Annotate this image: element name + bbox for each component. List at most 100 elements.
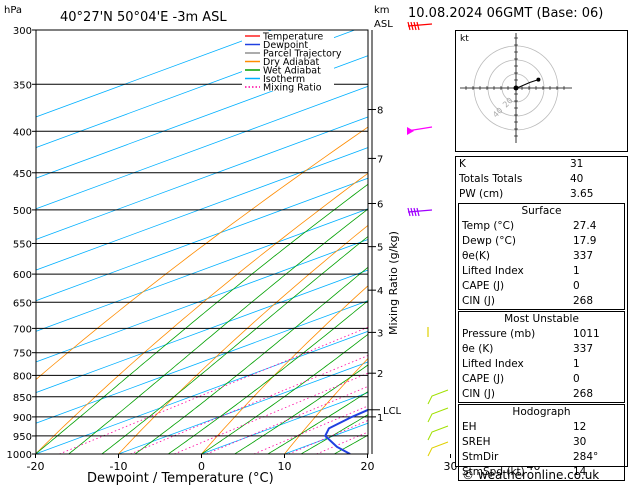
isotherm-line — [36, 177, 368, 302]
hodograph-trace — [515, 79, 539, 89]
km-tick-label: 1 — [377, 413, 383, 424]
temp-tick-label: -10 — [110, 460, 128, 473]
isotherm-line — [36, 30, 272, 118]
hodograph-ring-label: 20 — [501, 96, 515, 110]
surface-section: Surface Temp (°C) 27.4 Dewp (°C) 17.9 θe(K) 3… — [458, 203, 625, 310]
wet-adiabat-line — [267, 391, 368, 454]
pressure-tick-label: 600 — [13, 270, 32, 281]
index-value: 30 — [573, 436, 587, 448]
index-row: SREH 30 — [459, 435, 624, 450]
height-unit-label-2: ASL — [374, 19, 393, 30]
most-unstable-section: Most Unstable Pressure (mb) 1011 θe (K) 337… — [458, 311, 625, 403]
index-value: 1 — [573, 265, 580, 277]
temp-tick-label: 30 — [444, 460, 458, 473]
legend-label: Dewpoint — [263, 40, 308, 51]
index-label: K — [459, 158, 466, 170]
legend-label: Temperature — [262, 32, 323, 43]
pressure-tick-label: 750 — [13, 349, 32, 360]
index-value: 337 — [573, 250, 594, 262]
pressure-tick-label: 350 — [13, 80, 32, 91]
index-label: Lifted Index — [462, 358, 524, 370]
index-value: 3.65 — [570, 188, 594, 200]
temp-tick-label: 20 — [361, 460, 375, 473]
legend-label: Parcel Trajectory — [263, 49, 342, 60]
index-label: SREH — [462, 436, 491, 448]
location-title: 40°27'N 50°04'E -3m ASL — [60, 10, 227, 25]
isotherm-line — [118, 361, 368, 454]
wind-barb — [407, 209, 433, 213]
pressure-tick-label: 700 — [13, 324, 32, 335]
index-row: StmDir 284° — [459, 450, 624, 465]
km-tick-label: 5 — [377, 243, 383, 254]
index-value: 1011 — [573, 328, 600, 340]
hodograph-stats-section: Hodograph EH 12 SREH 30 StmDir 284° StmSpd (kt… — [458, 404, 625, 481]
index-value: 284° — [573, 451, 599, 463]
hodograph-ring-label: 40 — [491, 106, 505, 120]
wind-barb — [427, 441, 449, 457]
pressure-tick-label: 450 — [13, 169, 32, 180]
index-row: Lifted Index 1 — [459, 264, 624, 279]
km-tick-label: 8 — [377, 106, 383, 117]
index-value: 12 — [573, 421, 587, 433]
pressure-tick-label: 1000 — [7, 450, 32, 461]
isotherm-line — [36, 300, 368, 424]
km-tick-label: 6 — [377, 199, 383, 210]
index-label: Dewp (°C) — [462, 235, 516, 247]
surface-table: Temp (°C) 27.4 Dewp (°C) 17.9 θe(K) 337 Lifted… — [459, 219, 624, 309]
pressure-tick-label: 500 — [13, 206, 32, 217]
wet-adiabat-line — [201, 333, 368, 454]
pressure-unit-label: hPa — [4, 5, 22, 16]
index-row: Lifted Index 1 — [459, 357, 624, 372]
index-row: CAPE (J) 0 — [459, 279, 624, 294]
index-value: 17.9 — [573, 235, 597, 247]
index-label: CAPE (J) — [462, 373, 505, 385]
mixing-ratio-axis-title: Mixing Ratio (g/kg) — [387, 231, 400, 335]
temp-tick-label: 0 — [198, 460, 205, 473]
x-axis-title: Dewpoint / Temperature (°C) — [87, 471, 274, 486]
hodograph-storm-marker — [513, 85, 519, 91]
isotherm-line — [36, 269, 368, 393]
isotherm-line — [36, 85, 368, 210]
index-value: 0 — [573, 373, 580, 385]
wind-barb — [416, 207, 420, 217]
index-value: 40 — [570, 173, 584, 185]
pressure-tick-label: 650 — [13, 298, 32, 309]
lcl-label: LCL — [383, 406, 402, 417]
temp-tick-label: -20 — [27, 460, 45, 473]
index-label: StmDir — [462, 451, 499, 463]
wind-barb — [416, 21, 420, 31]
index-row: θe(K) 337 — [459, 249, 624, 264]
pressure-tick-label: 950 — [13, 432, 32, 443]
index-label: θe(K) — [462, 250, 490, 262]
index-value: 14 — [573, 466, 587, 478]
wind-barb — [427, 425, 449, 441]
index-row: Dewp (°C) 17.9 — [459, 234, 624, 249]
index-value: 268 — [573, 295, 594, 307]
height-unit-label: km — [374, 5, 390, 16]
hodograph-unit-label: kt — [460, 34, 469, 44]
index-row: EH 12 — [459, 420, 624, 435]
plot-frame — [35, 29, 369, 455]
index-label: CAPE (J) — [462, 280, 505, 292]
dewpoint-line — [324, 408, 368, 454]
legend-label: Mixing Ratio — [263, 83, 322, 94]
pressure-tick-label: 400 — [13, 127, 32, 138]
temp-tick-label: 10 — [278, 460, 292, 473]
wind-barb — [427, 389, 449, 405]
wind-barb — [406, 126, 433, 132]
index-row: Pressure (mb) 1011 — [459, 327, 624, 342]
index-value: 268 — [573, 388, 594, 400]
dry-adiabat-line — [284, 357, 368, 454]
hodograph-panel: kt 20 40 — [455, 30, 628, 152]
index-value: 337 — [573, 343, 594, 355]
surface-title: Surface — [521, 205, 562, 217]
index-label: Temp (°C) — [462, 220, 515, 232]
index-row: PW (cm) 3.65 — [456, 187, 627, 202]
km-tick-label: 7 — [377, 154, 383, 165]
most-unstable-table: Pressure (mb) 1011 θe (K) 337 Lifted Index 1 C… — [459, 327, 624, 402]
index-row: CIN (J) 268 — [459, 387, 624, 402]
index-value: 1 — [573, 358, 580, 370]
indices-panel: K 31 Totals Totals 40 PW (cm) 3.65 Surface Te… — [455, 156, 628, 481]
